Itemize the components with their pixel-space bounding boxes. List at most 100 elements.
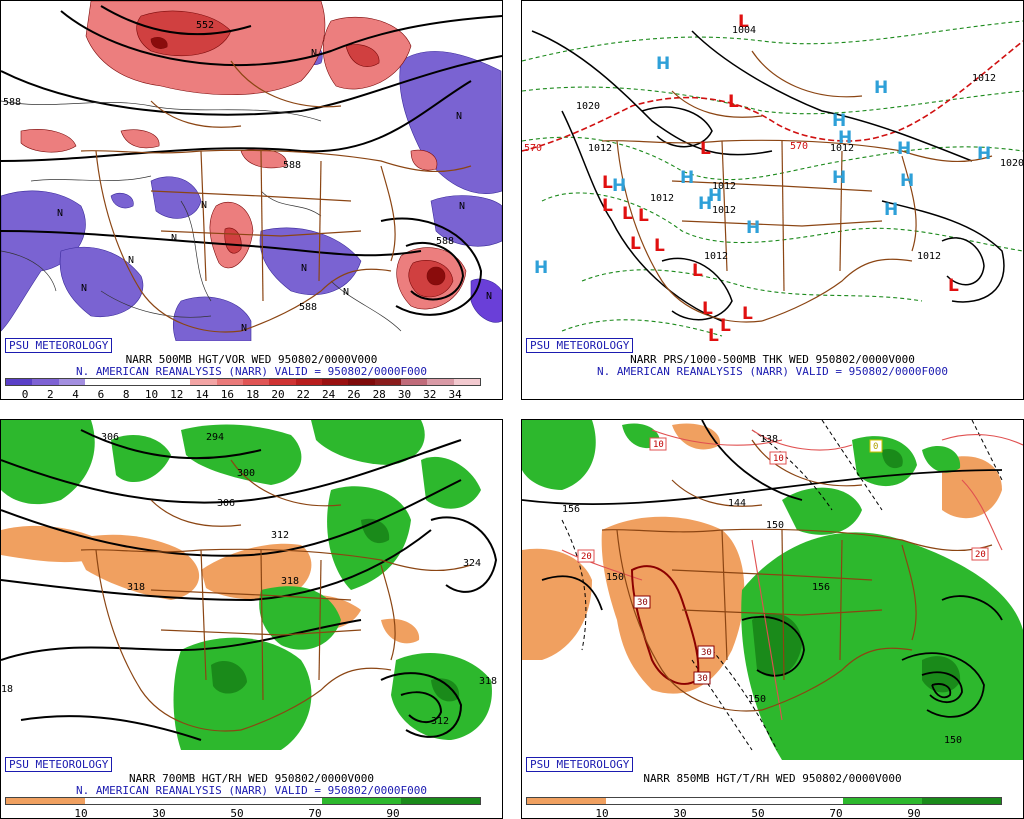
colorbar-swatch xyxy=(322,798,401,804)
contour-label: 144 xyxy=(728,498,746,509)
isobar-label: 1012 xyxy=(830,143,854,154)
low-pressure-marker: L xyxy=(630,234,641,254)
isobar-label: 1012 xyxy=(972,73,996,84)
vorticity-contours xyxy=(1,100,402,332)
low-pressure-marker: L xyxy=(738,12,749,32)
colorbar-swatch xyxy=(84,379,112,385)
map-pressure-svg: H H H H H H H H H H H H H H H L L L L xyxy=(522,1,1023,341)
colorbar-label: 34 xyxy=(448,388,462,400)
contour-label: 150 xyxy=(606,572,624,583)
map-700mb: 306 294 300 306 312 318 318 324 318 312 … xyxy=(1,420,502,760)
political-boundaries xyxy=(80,60,472,333)
low-pressure-marker: L xyxy=(638,206,649,226)
high-pressure-marker: H xyxy=(884,200,898,220)
map-850mb: 10 10 20 20 30 30 30 0 138 156 144 xyxy=(522,420,1023,760)
high-pressure-marker: H xyxy=(612,176,626,196)
contour-label: 156 xyxy=(562,504,580,515)
contour-label: 318 xyxy=(127,582,145,593)
contour-label: 324 xyxy=(463,558,481,569)
vorticity-min-label: N xyxy=(301,263,307,274)
colorbar-label: 10 xyxy=(144,388,159,400)
temperature-label: 30 xyxy=(637,598,648,608)
colorbar-label: 30 xyxy=(673,807,687,819)
low-pressure-marker: L xyxy=(948,276,959,296)
colorbar-swatch xyxy=(163,379,191,385)
colorbar-swatch xyxy=(685,798,764,804)
vorticity-min-label: N xyxy=(311,48,317,59)
colorbar-label: 6 xyxy=(97,388,105,400)
low-pressure-marker: L xyxy=(602,173,613,193)
high-pressure-marker: H xyxy=(832,111,846,131)
colorbar-label: 10 xyxy=(74,807,88,819)
credit-label: PSU METEOROLOGY xyxy=(5,757,113,772)
colorbar-label: 14 xyxy=(195,388,209,400)
colorbar-swatch xyxy=(137,379,164,385)
isotherms xyxy=(561,429,1023,721)
low-pressure-marker: L xyxy=(622,204,633,224)
panel-500mb-vorticity: 552 588 588 588 588 N N N N N N N N N N … xyxy=(0,0,503,400)
isobars xyxy=(531,30,1005,322)
colorbar-swatch xyxy=(243,798,322,804)
panel-title: NARR 700MB HGT/RH WED 950802/0000V000 xyxy=(128,772,375,785)
political-boundaries xyxy=(80,459,472,732)
colorbar-label: 50 xyxy=(751,807,765,819)
vorticity-min-label: N xyxy=(171,233,177,244)
colorbar-swatch xyxy=(453,379,480,385)
colorbar-swatch xyxy=(764,798,843,804)
colorbar-label: 30 xyxy=(152,807,166,819)
contour-label: 588 xyxy=(283,160,301,171)
colorbar-swatch xyxy=(190,379,217,385)
temperature-label: 20 xyxy=(581,552,592,562)
low-pressure-markers: L L L L L L L L L L L L L L L xyxy=(602,12,959,341)
temperature-label-box xyxy=(697,645,715,659)
negative-vorticity-shading xyxy=(1,40,502,341)
low-pressure-marker: L xyxy=(720,316,731,336)
vorticity-min-label: N xyxy=(343,287,349,298)
temperature-label-box xyxy=(693,671,711,685)
temperature-label: 20 xyxy=(975,550,986,560)
contour-label: 552 xyxy=(196,20,214,31)
temperature-label-box xyxy=(633,595,651,609)
high-pressure-marker: H xyxy=(698,194,712,214)
high-pressure-marker: H xyxy=(656,54,670,74)
colorbar-label: 22 xyxy=(296,388,310,400)
colorbar-label: 26 xyxy=(347,388,361,400)
colorbar-swatch xyxy=(374,379,401,385)
very-moist-shading xyxy=(752,448,961,693)
contour-label: 588 xyxy=(299,302,317,313)
panel-sea-level-pressure-thickness: H H H H H H H H H H H H H H H L L L L xyxy=(521,0,1024,400)
colorbar-label: 4 xyxy=(72,388,79,400)
credit-label: PSU METEOROLOGY xyxy=(526,338,634,353)
low-pressure-marker: L xyxy=(692,261,703,281)
contour-label: 312 xyxy=(271,530,289,541)
humidity-colorbar xyxy=(5,797,481,805)
colorbar-swatch xyxy=(527,798,606,804)
colorbar-swatch xyxy=(85,798,164,804)
vorticity-colorbar xyxy=(5,378,481,386)
colorbar-swatch xyxy=(321,379,349,385)
colorbar-swatch xyxy=(401,798,480,804)
contour-label: 306 xyxy=(217,498,235,509)
high-pressure-marker: H xyxy=(977,144,991,164)
temperature-contours xyxy=(561,420,1003,751)
colorbar-swatch xyxy=(58,379,85,385)
thickness-label: 570 xyxy=(790,141,808,152)
thickness-570-line xyxy=(522,40,1023,152)
colorbar-label: 32 xyxy=(423,388,437,400)
colorbar-swatch xyxy=(269,379,296,385)
isobar-label: 1012 xyxy=(917,251,941,262)
panel-subtitle: N. AMERICAN REANALYSIS (NARR) VALID = 95… xyxy=(76,365,427,378)
contour-label: 150 xyxy=(944,735,962,746)
map-pressure: H H H H H H H H H H H H H H H L L L L xyxy=(522,1,1023,341)
colorbar-label: 20 xyxy=(271,388,285,400)
temperature-label-box xyxy=(649,437,667,451)
contour-label: 300 xyxy=(237,468,255,479)
low-pressure-marker: L xyxy=(742,304,753,324)
panel-title: NARR PRS/1000-500MB THK WED 950802/0000V… xyxy=(630,353,915,366)
height-contours xyxy=(1,429,498,741)
high-pressure-marker: H xyxy=(534,258,548,278)
contour-label: 18 xyxy=(1,684,13,695)
colorbar-swatch xyxy=(606,798,685,804)
positive-vorticity-shading xyxy=(20,1,467,310)
temperature-label: 10 xyxy=(653,440,664,450)
